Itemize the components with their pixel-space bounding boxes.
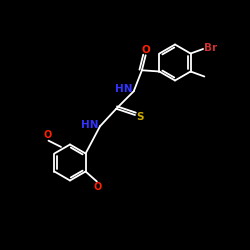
Text: O: O [43, 130, 52, 140]
Text: O: O [94, 182, 102, 192]
Text: Br: Br [204, 43, 217, 53]
Text: O: O [142, 45, 150, 55]
Text: S: S [136, 112, 144, 122]
Text: HN: HN [115, 84, 132, 94]
Text: HN: HN [80, 120, 98, 130]
